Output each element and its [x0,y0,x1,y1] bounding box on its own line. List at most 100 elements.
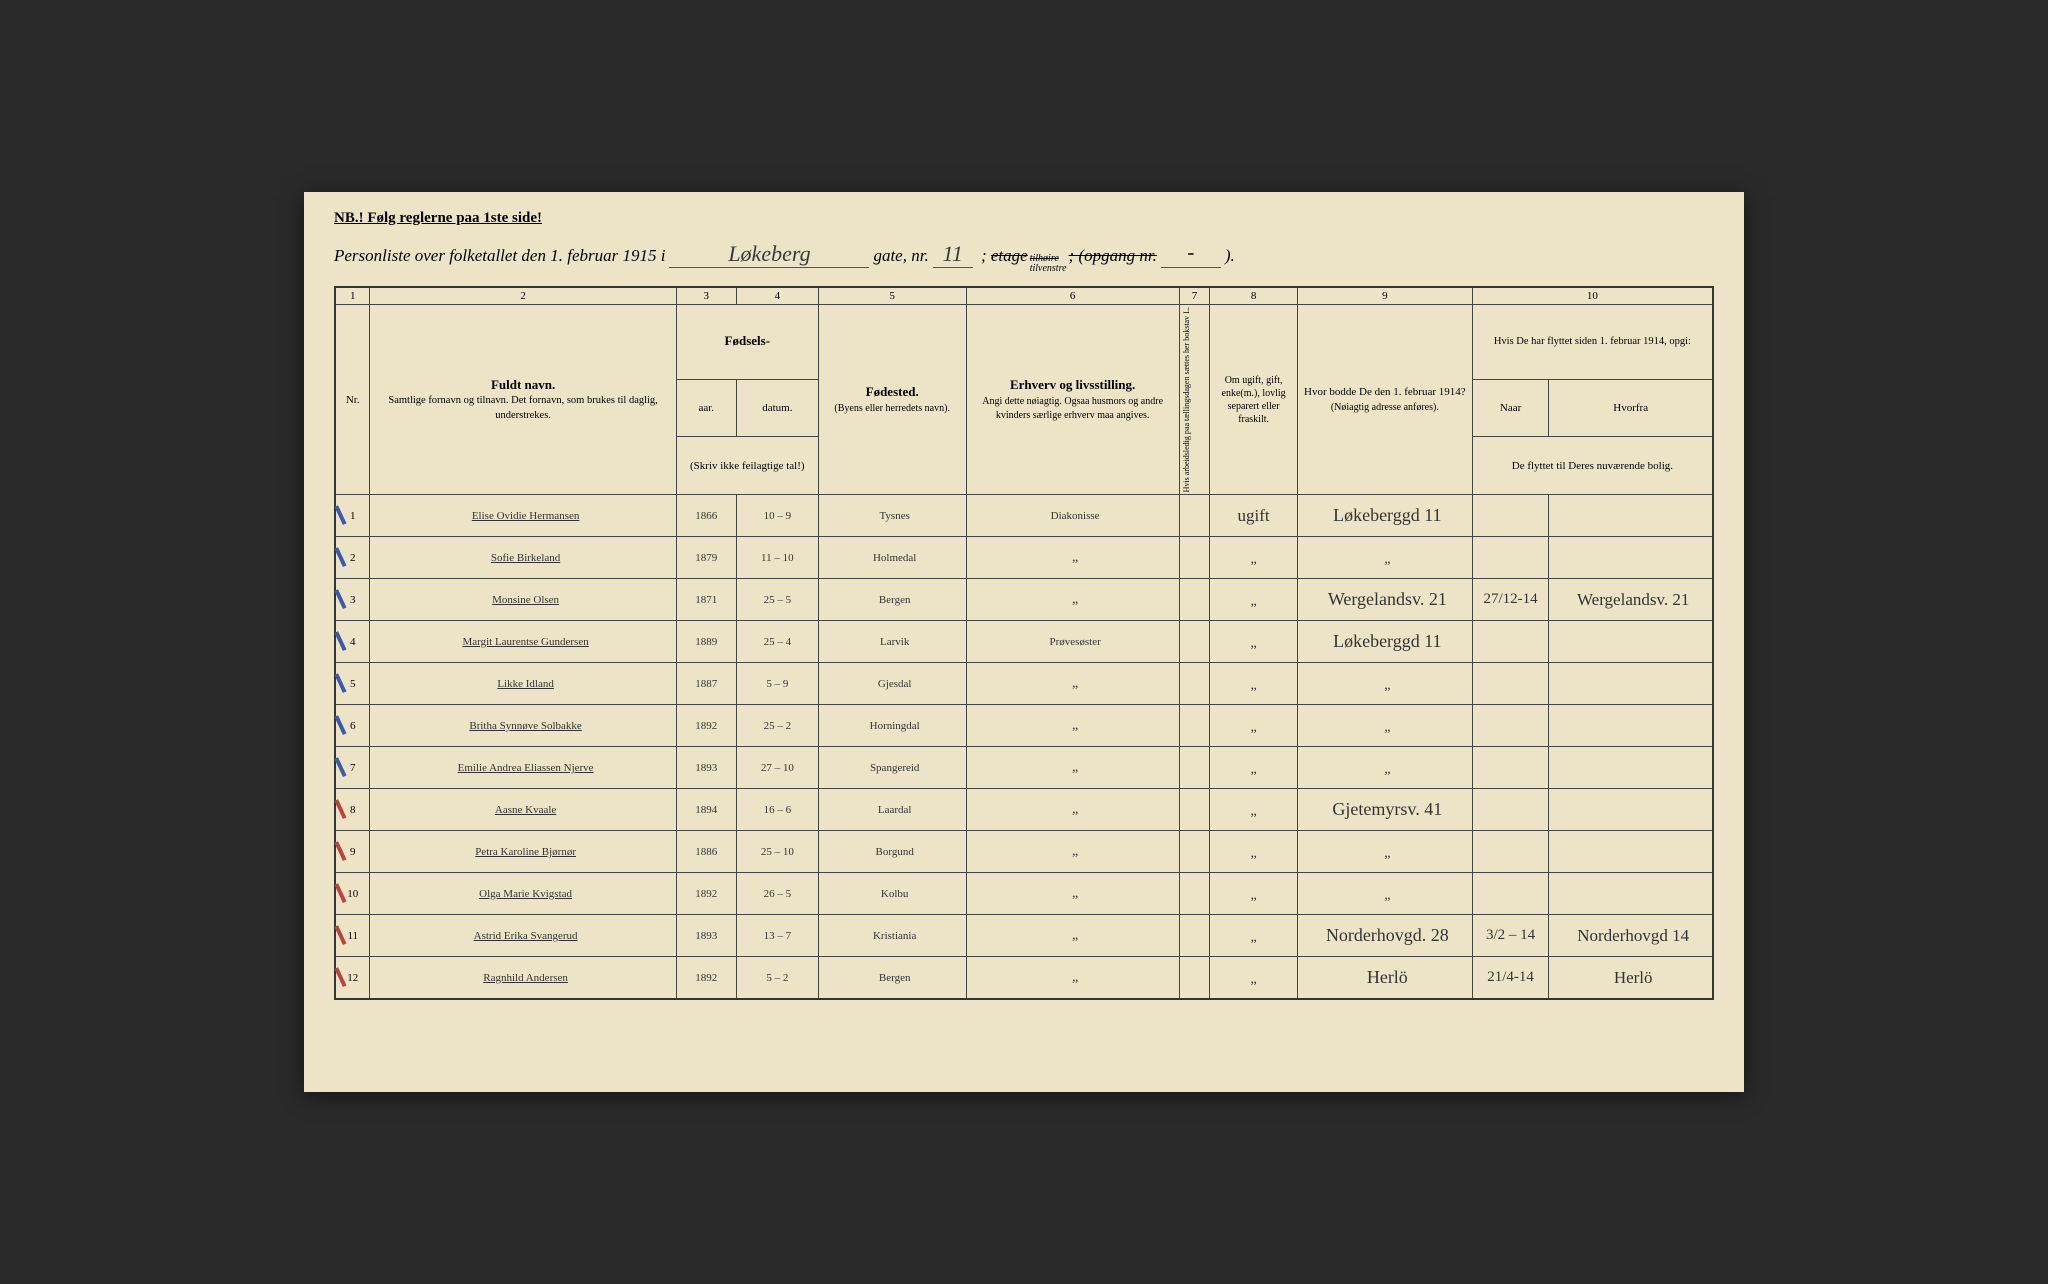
table-row: 2Sofie Birkeland187911 – 10Holmedal„„„ [335,537,1713,579]
row-occupation: „ [966,873,1179,915]
row-occupation: „ [966,789,1179,831]
row-date: 26 – 5 [736,873,818,915]
row-naar [1472,747,1549,789]
row-hvorfra [1549,705,1713,747]
row-date: 11 – 10 [736,537,818,579]
row-place: Kolbu [818,873,966,915]
hdr-col9-sub: (Nøiagtig adresse anføres). [1331,402,1439,413]
paren-close: ). [1225,246,1235,266]
row-hvorfra [1549,873,1713,915]
row-name: Olga Marie Kvigstad [370,873,676,915]
row-addr1914: Løkeberggd 11 [1297,621,1472,663]
row-occupation: „ [966,747,1179,789]
row-hvorfra [1549,621,1713,663]
row-nr: 4 [335,621,370,663]
row-year: 1892 [676,705,736,747]
row-col7 [1179,915,1210,957]
row-col7 [1179,831,1210,873]
row-place: Laardal [818,789,966,831]
row-occupation: Diakonisse [966,495,1179,537]
row-date: 25 – 10 [736,831,818,873]
row-status: „ [1210,705,1297,747]
hdr-fodested-sub: (Byens eller herredets navn). [834,403,950,414]
hdr-erhverv-sub: Angi dette nøiagtig. Ogsaa husmors og an… [982,396,1163,421]
hdr-col9-b: Hvor bodde De den 1. februar 1914? [1304,386,1466,398]
row-naar [1472,789,1549,831]
row-place: Spangereid [818,747,966,789]
row-name: Aasne Kvaale [370,789,676,831]
row-year: 1892 [676,873,736,915]
row-year: 1886 [676,831,736,873]
row-addr1914: Wergelandsv. 21 [1297,579,1472,621]
pencil-mark [334,543,355,567]
row-naar [1472,873,1549,915]
colnum-7: 7 [1179,287,1210,305]
gate-label: gate, nr. [873,246,928,266]
row-nr: 11 [335,915,370,957]
row-status: „ [1210,957,1297,999]
row-addr1914: „ [1297,747,1472,789]
opgang-fill [1161,241,1221,268]
hdr-datum: datum. [736,379,818,437]
hdr-aar: aar. [676,379,736,437]
etage-label: etage [991,246,1028,266]
row-nr: 3 [335,579,370,621]
table-row: 3Monsine Olsen187125 – 5Bergen„„Wergelan… [335,579,1713,621]
hdr-col10: Hvis De har flyttet siden 1. februar 191… [1472,305,1713,380]
row-occupation: „ [966,579,1179,621]
row-hvorfra [1549,537,1713,579]
hdr-fodested: Fødested. (Byens eller herredets navn). [818,305,966,495]
colnum-5: 5 [818,287,966,305]
row-date: 25 – 4 [736,621,818,663]
census-form-page: NB.! Følg reglerne paa 1ste side! Person… [304,192,1744,1092]
row-status: „ [1210,831,1297,873]
semicolon1: ; [977,246,991,266]
row-status: „ [1210,537,1297,579]
table-row: 10Olga Marie Kvigstad189226 – 5Kolbu„„„ [335,873,1713,915]
row-naar [1472,495,1549,537]
row-date: 25 – 2 [736,705,818,747]
row-col7 [1179,537,1210,579]
table-row: 1Elise Ovidie Hermansen186610 – 9TysnesD… [335,495,1713,537]
row-name: Petra Karoline Bjørnør [370,831,676,873]
row-status: „ [1210,663,1297,705]
row-year: 1889 [676,621,736,663]
row-name: Margit Laurentse Gundersen [370,621,676,663]
table-row: 11Astrid Erika Svangerud189313 – 7Kristi… [335,915,1713,957]
row-date: 5 – 9 [736,663,818,705]
row-year: 1871 [676,579,736,621]
table-body: 1Elise Ovidie Hermansen186610 – 9TysnesD… [335,495,1713,999]
row-place: Holmedal [818,537,966,579]
pencil-mark [334,501,355,525]
row-occupation: Prøvesøster [966,621,1179,663]
row-place: Kristiania [818,915,966,957]
hdr-col9: Hvor bodde De den 1. februar 1914? (Nøia… [1297,305,1472,495]
colnum-1: 1 [335,287,370,305]
row-nr: 5 [335,663,370,705]
colnum-9: 9 [1297,287,1472,305]
row-status: „ [1210,747,1297,789]
hdr-fodsels-note: (Skriv ikke feilagtige tal!) [676,437,818,495]
row-col7 [1179,663,1210,705]
row-name: Britha Synnøve Solbakke [370,705,676,747]
row-addr1914: „ [1297,873,1472,915]
row-date: 27 – 10 [736,747,818,789]
hdr-col7: Hvis arbeidsledig paa tællingsdagen sætt… [1179,305,1210,495]
colnum-8: 8 [1210,287,1297,305]
row-occupation: „ [966,831,1179,873]
row-nr: 9 [335,831,370,873]
pencil-mark [334,711,355,735]
row-place: Horningdal [818,705,966,747]
row-addr1914: „ [1297,663,1472,705]
row-year: 1892 [676,957,736,999]
row-nr: 10 [335,873,370,915]
nb-warning: NB.! Følg reglerne paa 1ste side! [334,210,1714,227]
row-nr: 7 [335,747,370,789]
row-occupation: „ [966,957,1179,999]
row-col7 [1179,495,1210,537]
row-addr1914: „ [1297,537,1472,579]
hdr-hvorfra: Hvorfra [1549,379,1713,437]
row-nr: 12 [335,957,370,999]
title-prefix: Personliste over folketallet den 1. febr… [334,246,665,266]
row-year: 1893 [676,747,736,789]
